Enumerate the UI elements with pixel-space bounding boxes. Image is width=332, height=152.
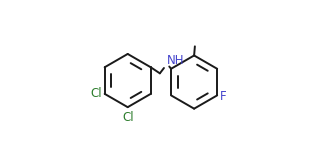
Text: F: F bbox=[220, 90, 226, 103]
Text: Cl: Cl bbox=[90, 87, 102, 100]
Text: NH: NH bbox=[167, 54, 184, 67]
Text: Cl: Cl bbox=[123, 111, 134, 124]
